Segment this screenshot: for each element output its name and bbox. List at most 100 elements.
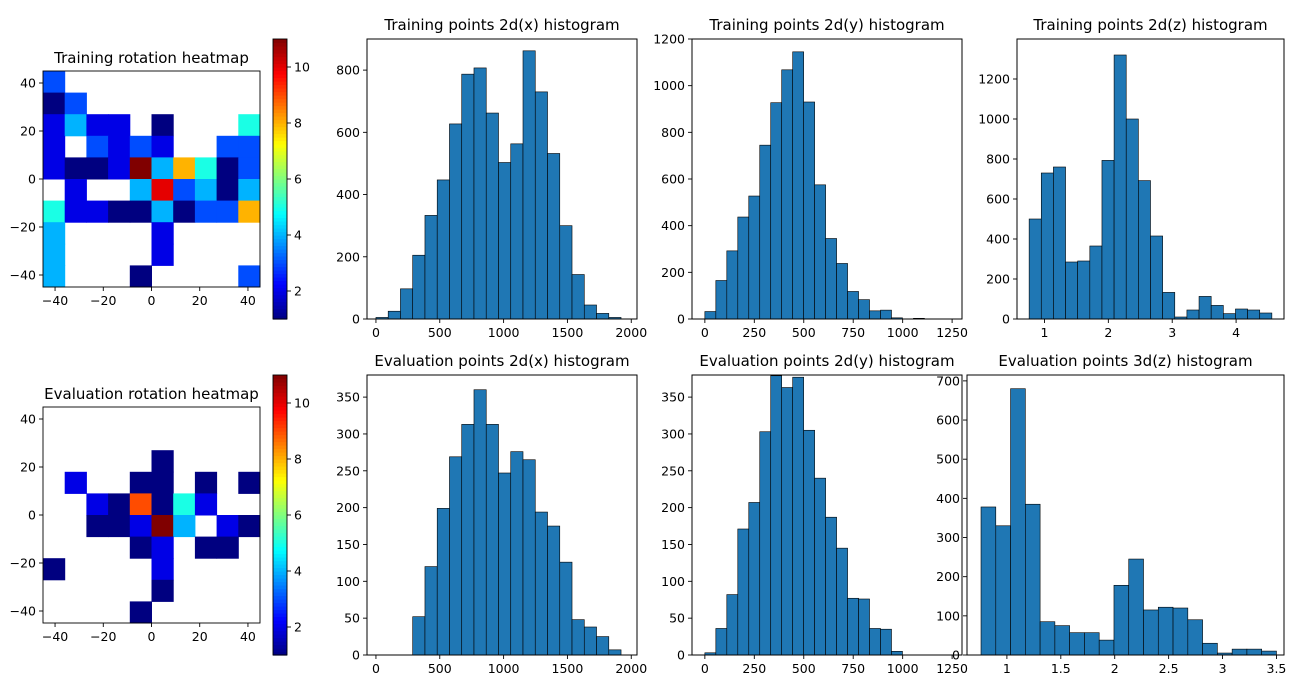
colorbar-tick-label: 4 xyxy=(294,564,302,579)
histogram-bar xyxy=(1084,632,1100,656)
y-tick-label: 350 xyxy=(661,390,685,405)
histogram-bar xyxy=(534,511,548,656)
x-tick-label: 1250 xyxy=(936,325,968,340)
colorbar-segment xyxy=(273,508,287,513)
histogram-bar xyxy=(596,636,610,656)
colorbar-segment xyxy=(273,648,287,653)
colorbar-segment xyxy=(273,256,287,261)
colorbar-segment xyxy=(273,98,287,103)
colorbar-segment xyxy=(273,627,287,632)
colorbar-segment xyxy=(273,602,287,607)
heatmap-cell xyxy=(173,157,196,180)
colorbar-segment xyxy=(273,487,287,492)
x-tick-label: 20 xyxy=(192,293,208,308)
histogram-bar xyxy=(891,651,903,656)
x-tick-label: 2 xyxy=(1111,661,1119,676)
plot-frame xyxy=(691,38,963,320)
heatmap-cell xyxy=(151,200,174,223)
colorbar-segment xyxy=(273,588,287,593)
training-z-histogram: 1 2 3 4 0 200 400 600 800 1000 1200 Training points… xyxy=(978,16,1285,340)
x-tick-label: 1 xyxy=(1040,325,1048,340)
evaluation-rotation-heatmap: −40 −20 0 20 40 −40 −20 0 20 40 Evaluation rotatio… xyxy=(10,374,310,656)
colorbar-segment xyxy=(273,511,287,516)
histogram-bar xyxy=(522,459,536,656)
x-tick-label: 2.5 xyxy=(1159,661,1179,676)
chart-title: Evaluation rotation heatmap xyxy=(44,385,259,403)
colorbar-segment xyxy=(273,158,287,163)
chart-title: Evaluation points 3d(z) histogram xyxy=(998,352,1252,370)
histogram-bar xyxy=(715,628,728,656)
colorbar-segment xyxy=(273,102,287,107)
plot-frame xyxy=(691,374,963,656)
y-tick-label: 40 xyxy=(20,76,36,91)
heatmap-cell xyxy=(173,515,196,538)
histogram-bar xyxy=(781,387,793,656)
heatmap-cell xyxy=(238,157,261,180)
colorbar-segment xyxy=(273,70,287,75)
colorbar-segment xyxy=(273,445,287,450)
colorbar-segment xyxy=(273,245,287,250)
histogram-bar xyxy=(547,525,561,656)
histogram-bar xyxy=(1247,309,1261,320)
histogram-bar xyxy=(1089,245,1103,320)
colorbar-segment xyxy=(273,81,287,86)
histogram-bar xyxy=(792,51,804,320)
heatmap-cell xyxy=(194,536,218,559)
heatmap-cell xyxy=(43,135,66,158)
y-tick-label: 1000 xyxy=(653,78,685,93)
heatmap-cell xyxy=(173,493,196,516)
colorbar-segment xyxy=(273,74,287,79)
x-tick-label: 250 xyxy=(742,325,766,340)
heatmap-cell xyxy=(129,493,152,516)
x-tick-label: 0 xyxy=(701,661,709,676)
colorbar-segment xyxy=(273,518,287,523)
x-tick-label: 0 xyxy=(148,629,156,644)
heatmap-cell xyxy=(43,265,66,288)
colorbar-segment xyxy=(273,109,287,114)
histogram-bar xyxy=(748,502,761,656)
colorbar-segment xyxy=(273,42,287,47)
colorbar-segment xyxy=(273,238,287,243)
histogram-bar xyxy=(836,263,848,320)
y-tick-label: 100 xyxy=(936,608,960,623)
heatmap-cell xyxy=(216,200,239,223)
heatmap-cell xyxy=(43,114,66,137)
histogram-bar xyxy=(759,431,772,656)
colorbar-segment xyxy=(273,175,287,180)
histogram-bar xyxy=(1235,308,1248,320)
y-tick-label: 300 xyxy=(661,426,685,441)
histogram-bar xyxy=(608,649,622,656)
colorbar-segment xyxy=(273,595,287,600)
histogram-bar xyxy=(770,102,783,320)
colorbar-segment xyxy=(273,406,287,411)
colorbar-segment xyxy=(273,63,287,68)
heatmap-cell xyxy=(194,179,218,202)
histogram-bar xyxy=(1028,218,1042,320)
heatmap-cell xyxy=(108,200,131,223)
histogram-bar xyxy=(510,143,524,320)
colorbar-segment xyxy=(273,532,287,537)
heatmap-cell xyxy=(173,179,196,202)
colorbar-segment xyxy=(273,592,287,597)
histogram-bar xyxy=(715,280,728,320)
colorbar-segment xyxy=(273,455,287,460)
histogram-bar xyxy=(1101,160,1115,320)
histogram-bar xyxy=(781,69,793,320)
x-tick-label: 3 xyxy=(1168,325,1176,340)
colorbar-segment xyxy=(273,441,287,446)
colorbar-segment xyxy=(273,427,287,432)
heatmap-cell xyxy=(129,601,152,624)
colorbar-segment xyxy=(273,298,287,303)
colorbar-segment xyxy=(273,88,287,93)
colorbar-tick-label: 2 xyxy=(294,620,302,635)
histogram-bar xyxy=(412,254,426,320)
heatmap-cell xyxy=(129,515,152,538)
plot-frame xyxy=(42,70,261,288)
evaluation-z-histogram: 1 1.5 2 2.5 3 3.5 0 100 200 300 400 500 600 700 Evalua… xyxy=(936,352,1286,676)
histogram-bar xyxy=(803,429,815,656)
histogram-bar xyxy=(571,274,585,320)
heatmap-cell xyxy=(43,243,66,266)
x-tick-label: 2000 xyxy=(615,325,647,340)
y-tick-label: −20 xyxy=(10,220,36,235)
y-tick-label: 150 xyxy=(336,537,360,552)
